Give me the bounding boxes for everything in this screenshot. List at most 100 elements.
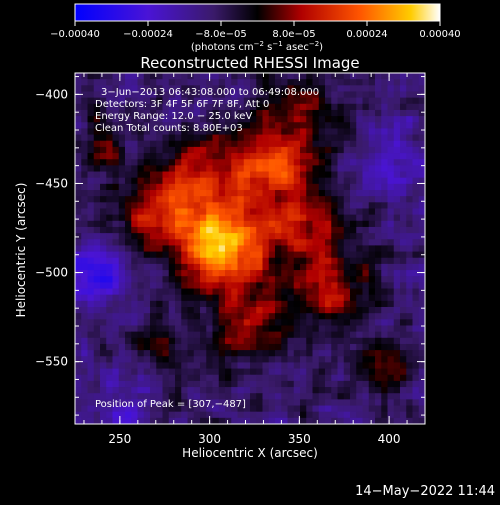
heatmap-cell [406, 245, 413, 252]
heatmap-cell [312, 380, 320, 388]
heatmap-cell [193, 282, 201, 289]
heatmap-cell [368, 374, 376, 382]
heatmap-cell [231, 325, 238, 333]
heatmap-cell [81, 122, 88, 129]
heatmap-cell [287, 368, 295, 376]
heatmap-cell [225, 307, 232, 314]
heatmap-cell [75, 140, 82, 148]
heatmap-cell [87, 79, 95, 86]
heatmap-cell [100, 91, 107, 99]
heatmap-cell [368, 350, 376, 357]
heatmap-cell [81, 399, 88, 406]
heatmap-cell [337, 190, 345, 197]
heatmap-cell [306, 85, 313, 92]
heatmap-cell [100, 288, 107, 296]
heatmap-cell [375, 165, 382, 172]
heatmap-cell [256, 177, 263, 185]
heatmap-cell [156, 288, 163, 296]
heatmap-cell [406, 313, 413, 320]
heatmap-cell [262, 313, 270, 320]
heatmap-cell [168, 313, 176, 320]
heatmap-cell [275, 196, 282, 203]
heatmap-cell [293, 362, 301, 369]
heatmap-cell [143, 233, 151, 240]
heatmap-cell [343, 387, 351, 394]
heatmap-cell [225, 171, 232, 179]
heatmap-cell [150, 79, 157, 86]
heatmap-cell [206, 116, 213, 123]
heatmap-cell [93, 220, 101, 228]
heatmap-cell [343, 399, 351, 406]
heatmap-cell [256, 79, 263, 86]
heatmap-cell [275, 294, 282, 302]
heatmap-cell [150, 226, 157, 234]
heatmap-cell [362, 405, 370, 413]
heatmap-cell [400, 362, 407, 369]
heatmap-cell [193, 288, 201, 296]
heatmap-cell [306, 116, 313, 123]
heatmap-cell [181, 251, 188, 259]
heatmap-cell [393, 171, 401, 179]
colorbar-ticks: −0.00040 −0.00024 −8.0e−05 8.0e−05 0.00024 0.… [50, 21, 461, 40]
heatmap-cell [156, 325, 163, 333]
heatmap-cell [162, 103, 170, 111]
heatmap-cell [268, 140, 276, 148]
heatmap-cell [193, 171, 201, 179]
heatmap-cell [131, 294, 138, 302]
heatmap-cell [343, 190, 351, 197]
heatmap-cell [212, 116, 220, 123]
heatmap-cell [243, 140, 251, 148]
heatmap-cell [293, 134, 301, 142]
heatmap-cell [381, 276, 388, 283]
heatmap-cell [200, 134, 207, 142]
heatmap-cell [225, 116, 232, 123]
heatmap-cell [406, 257, 413, 265]
heatmap-cell [250, 319, 257, 326]
heatmap-cell [406, 208, 413, 216]
heatmap-cell [143, 337, 151, 345]
heatmap-cell [312, 251, 320, 259]
heatmap-cell [381, 294, 388, 302]
heatmap-cell [150, 387, 157, 394]
heatmap-cell [268, 103, 276, 111]
heatmap-cell [325, 140, 332, 148]
heatmap-cell [131, 245, 138, 252]
heatmap-cell [275, 79, 282, 86]
heatmap-cell [312, 405, 320, 413]
heatmap-cell [225, 190, 232, 197]
heatmap-cell [218, 122, 226, 129]
heatmap-cell [87, 202, 95, 209]
heatmap-cell [393, 79, 401, 86]
heatmap-cell [287, 140, 295, 148]
heatmap-cell [81, 417, 88, 424]
heatmap-cell [350, 282, 357, 289]
heatmap-cell [362, 411, 370, 419]
heatmap-cell [200, 239, 207, 246]
heatmap-cell [337, 276, 345, 283]
heatmap-cell [137, 208, 145, 216]
heatmap-cell [400, 251, 407, 259]
heatmap-cell [412, 251, 420, 259]
heatmap-cell [81, 159, 88, 166]
heatmap-cell [318, 313, 326, 320]
heatmap-cell [287, 251, 295, 259]
heatmap-cell [131, 325, 138, 333]
heatmap-cell [418, 387, 425, 394]
heatmap-cell [325, 294, 332, 302]
heatmap-cell [262, 233, 270, 240]
heatmap-cell [212, 331, 220, 339]
heatmap-cell [312, 270, 320, 277]
heatmap-cell [356, 122, 363, 129]
heatmap-cell [112, 294, 120, 302]
heatmap-cell [362, 165, 370, 172]
heatmap-cell [362, 387, 370, 394]
heatmap-cell [137, 153, 145, 160]
heatmap-cell [312, 196, 320, 203]
heatmap-cell [225, 202, 232, 209]
heatmap-cell [187, 97, 195, 105]
heatmap-cell [393, 208, 401, 216]
heatmap-cell [343, 220, 351, 228]
heatmap-cell [100, 97, 107, 105]
heatmap-cell [156, 91, 163, 99]
heatmap-cell [118, 153, 126, 160]
